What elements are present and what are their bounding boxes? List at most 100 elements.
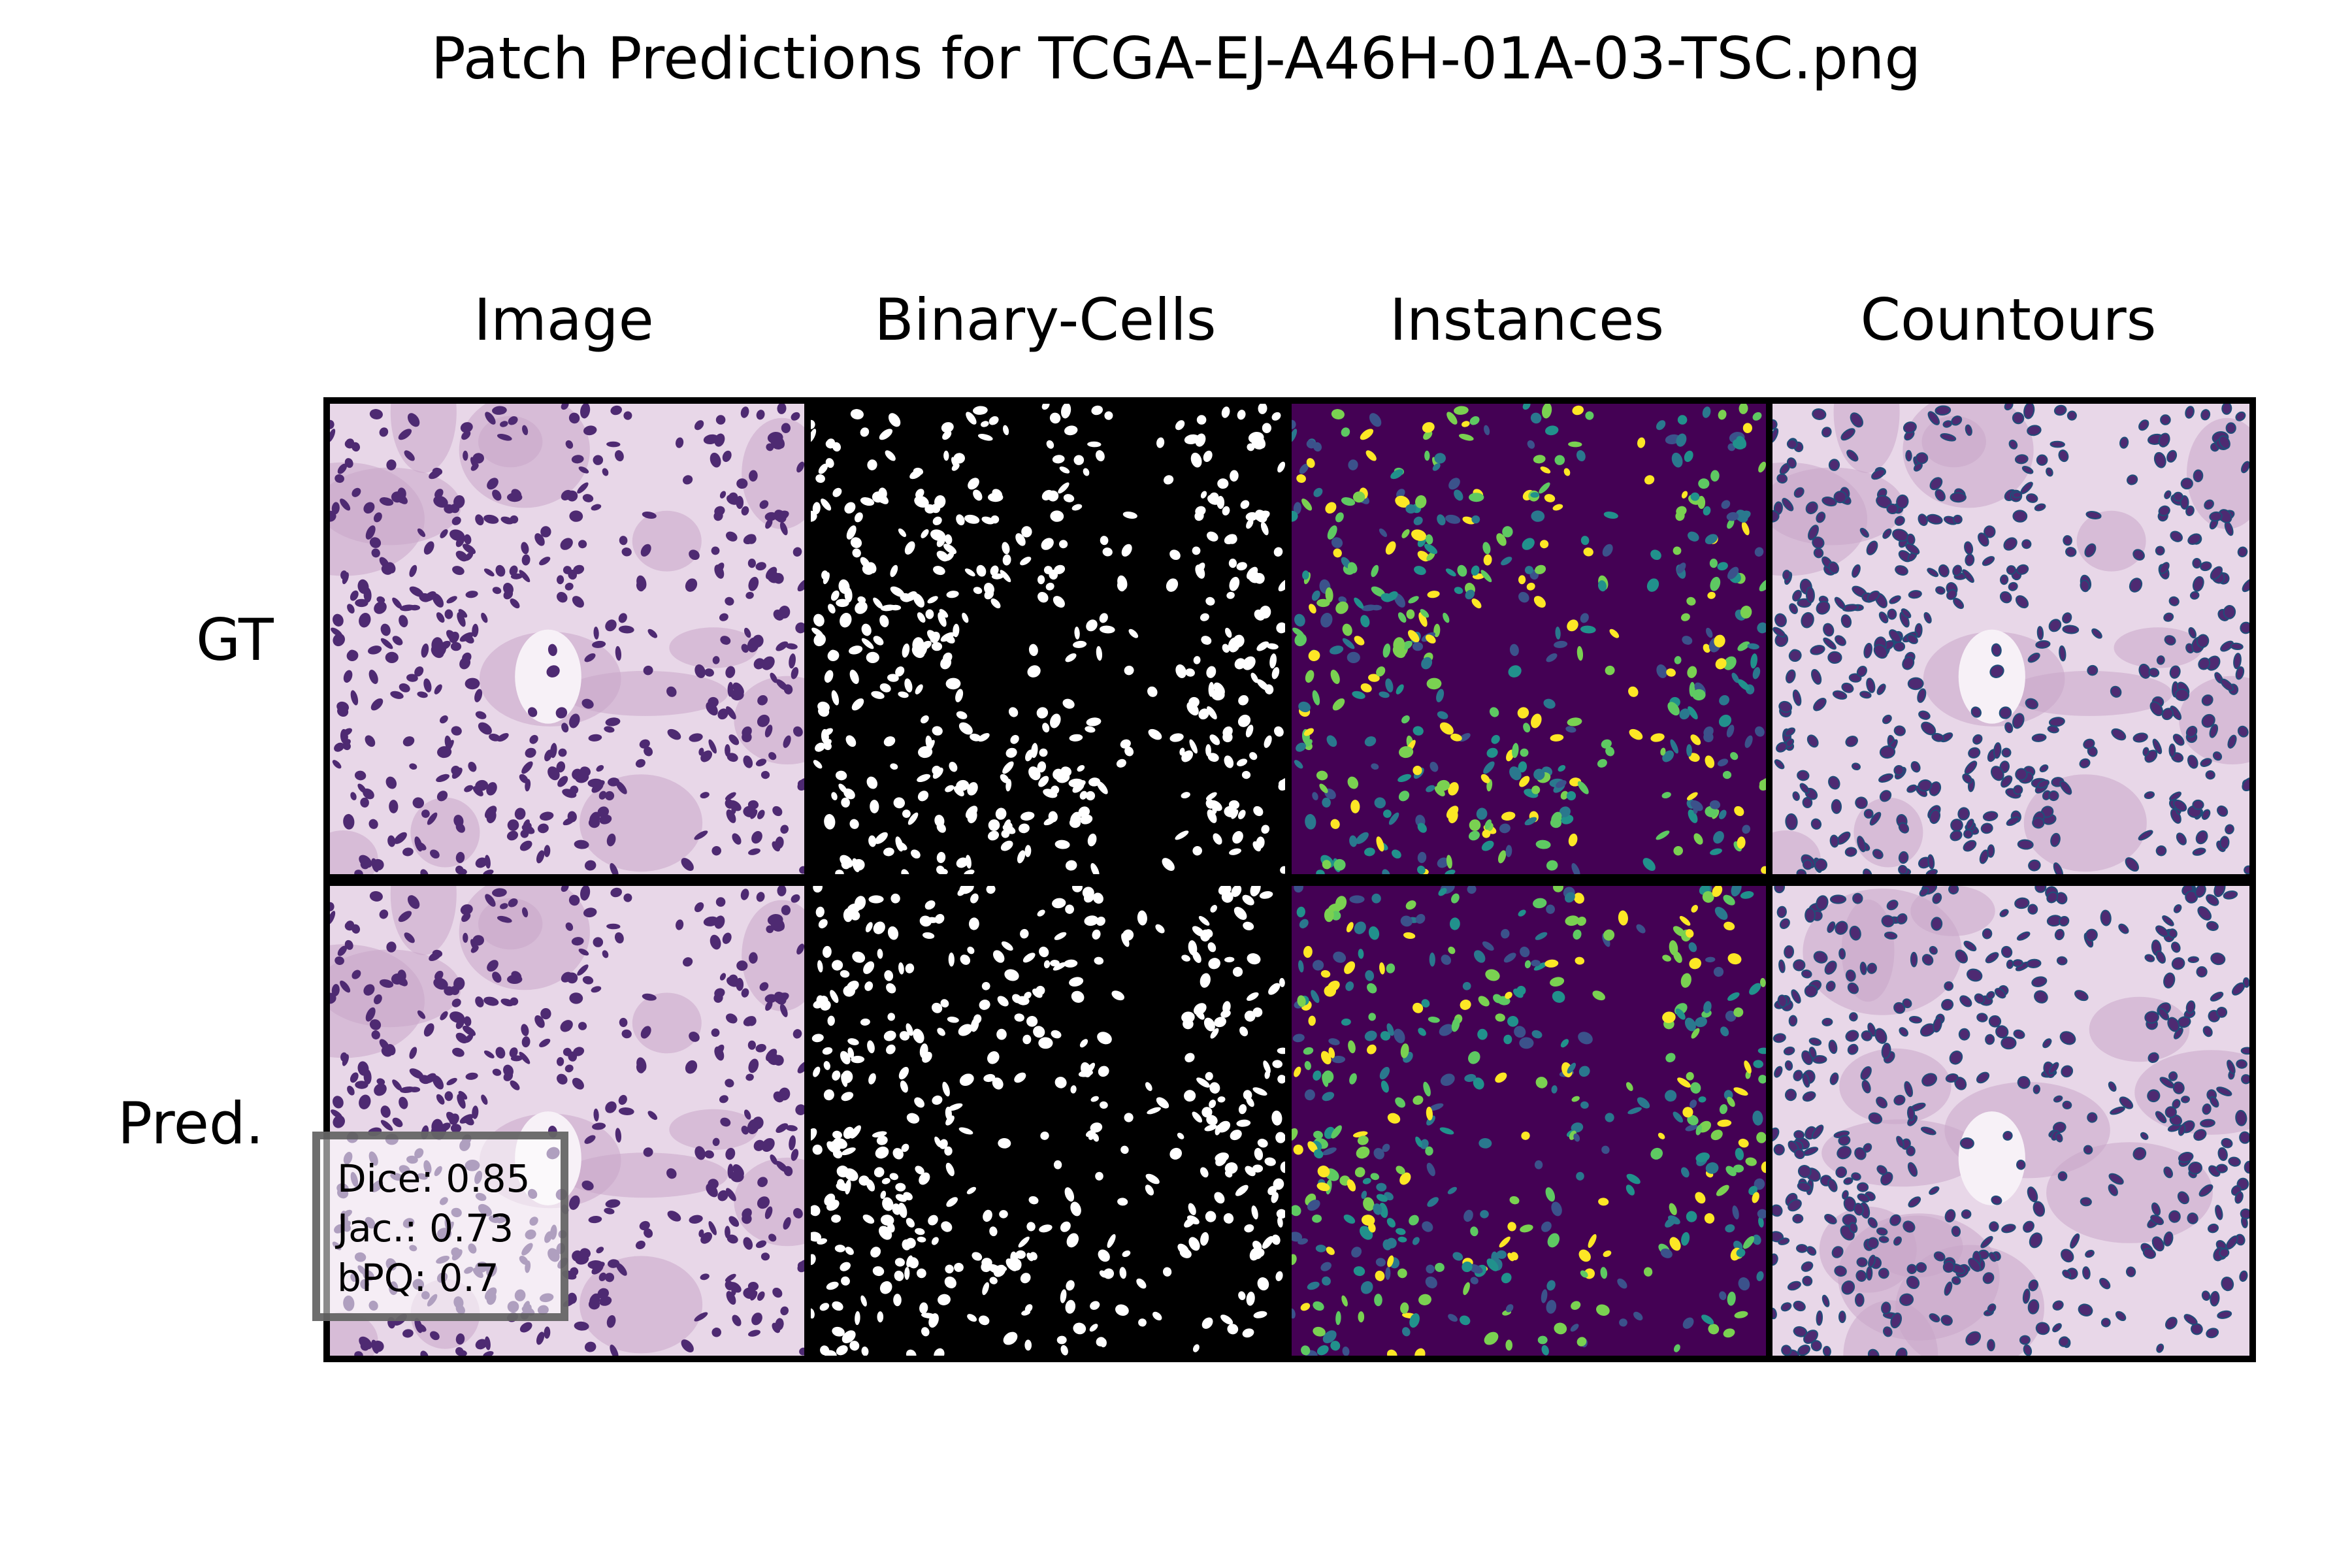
cell-mask	[1012, 994, 1022, 1004]
nucleus	[715, 897, 726, 907]
cell-contour	[1852, 564, 1861, 578]
nucleus	[472, 935, 484, 946]
cell-instance	[1414, 566, 1426, 576]
nucleus	[344, 458, 353, 468]
cell-instance	[1501, 811, 1516, 821]
cell-contour	[2002, 1130, 2013, 1141]
cell-mask	[947, 1103, 963, 1111]
cell-mask	[1155, 924, 1165, 934]
nucleus	[732, 833, 742, 845]
cell-instance	[1379, 962, 1385, 975]
cell-instance	[1512, 743, 1519, 759]
cell-instance	[1749, 983, 1761, 995]
nucleus	[745, 591, 754, 599]
cell-mask	[1229, 576, 1240, 591]
nucleus	[470, 945, 479, 953]
cell-mask	[849, 645, 863, 655]
cell-contour	[2244, 1160, 2249, 1174]
cell-mask	[1222, 1001, 1231, 1013]
nucleus	[446, 630, 458, 643]
cell-instance	[1413, 1095, 1424, 1105]
cell-mask	[1255, 1249, 1265, 1258]
nucleus	[529, 734, 538, 744]
cell-mask	[1045, 582, 1054, 591]
cell-mask	[1050, 713, 1061, 728]
cell-contour	[1918, 779, 1933, 792]
cell-instance	[1335, 896, 1347, 910]
cell-contour	[2027, 1299, 2040, 1315]
nucleus	[740, 889, 749, 900]
cell-contour	[2001, 945, 2013, 958]
nucleus	[722, 932, 732, 944]
cell-contour	[1927, 854, 1935, 870]
cell-instance	[1426, 551, 1435, 561]
cell-instance	[1324, 908, 1334, 923]
nucleus	[593, 455, 604, 465]
cell-instance	[1554, 455, 1565, 465]
cell-mask	[1232, 966, 1243, 977]
cell-instance	[1605, 665, 1615, 676]
nucleus	[376, 596, 385, 604]
cell-instance	[1546, 1299, 1557, 1314]
nucleus	[450, 1124, 462, 1133]
cell-contour	[1946, 589, 1957, 600]
cell-instance	[1502, 526, 1513, 538]
cell-contour	[1980, 1235, 1993, 1249]
nucleus	[389, 800, 399, 813]
cell-mask	[1261, 825, 1270, 834]
cell-contour	[2053, 404, 2067, 416]
cell-instance	[1342, 623, 1352, 636]
cell-mask	[1201, 636, 1212, 645]
cell-instance	[1379, 1202, 1388, 1218]
cell-instance	[1759, 579, 1766, 592]
cell-contour	[2185, 725, 2198, 738]
cell-instance	[1325, 587, 1333, 603]
nucleus	[379, 427, 389, 437]
cell-contour	[1852, 892, 1863, 904]
cell-instance	[1646, 578, 1659, 592]
cell-instance	[1421, 657, 1433, 670]
cell-mask	[1260, 521, 1269, 536]
cell-instance	[1501, 1273, 1512, 1284]
nucleus	[391, 973, 404, 985]
cell-contour	[2200, 1119, 2215, 1128]
nucleus	[592, 640, 606, 648]
cell-instance	[1535, 840, 1551, 849]
nucleus	[385, 1043, 396, 1056]
cell-instance	[1576, 916, 1586, 926]
cell-instance	[1530, 492, 1539, 498]
cell-contour	[2066, 410, 2077, 421]
cell-mask	[945, 534, 953, 545]
nucleus	[618, 625, 634, 634]
cell-mask	[887, 674, 899, 682]
cell-instance	[1429, 952, 1435, 967]
nucleus	[615, 645, 622, 661]
cell-instance	[1306, 458, 1315, 468]
cell-mask	[844, 502, 856, 514]
nucleus	[583, 425, 597, 436]
cell-mask	[844, 587, 853, 603]
cell-mask	[823, 739, 832, 747]
cell-mask	[866, 1179, 875, 1192]
nucleus	[371, 548, 380, 558]
cell-mask	[849, 670, 859, 684]
cell-instance	[1682, 636, 1693, 645]
nucleus	[379, 497, 394, 506]
cell-instance	[1361, 604, 1377, 612]
nucleus	[572, 1250, 583, 1262]
cell-contour	[1972, 734, 1983, 745]
cell-contour	[1980, 823, 1993, 834]
nucleus	[434, 489, 444, 498]
cell-instance	[1717, 1119, 1732, 1127]
cell-instance	[1499, 1236, 1511, 1248]
nucleus	[481, 1094, 488, 1105]
nucleus	[643, 1147, 653, 1157]
cell-mask	[1124, 746, 1134, 757]
cell-mask	[1222, 506, 1230, 515]
cell-instance	[1558, 765, 1566, 772]
cell-contour	[2168, 596, 2180, 606]
cell-mask	[1120, 739, 1131, 749]
nucleus	[765, 566, 777, 580]
cell-contour	[2125, 1266, 2136, 1277]
nucleus	[726, 531, 738, 542]
